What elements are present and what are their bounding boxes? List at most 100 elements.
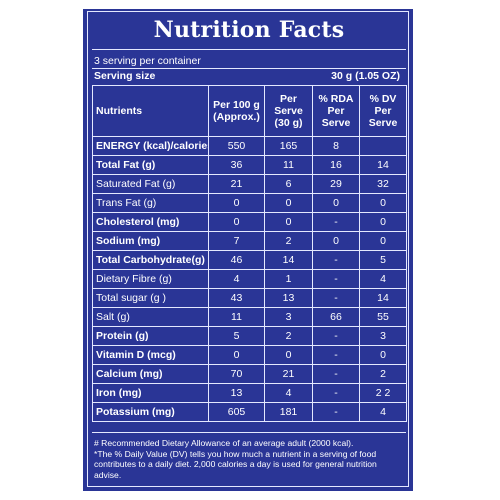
per-100g-value: 43 — [208, 288, 265, 308]
per-serve-value: 2 — [264, 326, 313, 346]
table-row: Vitamin D (mcg) 0 0-0 — [92, 345, 407, 365]
dv-value — [359, 136, 407, 156]
table-row: Protein (g) 5 2-3 — [92, 326, 407, 346]
rda-value: 0 — [312, 231, 360, 251]
dv-value: 5 — [359, 250, 407, 270]
table-row: Saturated Fat (g) 21 6 29 32 — [92, 174, 407, 194]
dv-value: 2 — [359, 364, 407, 384]
per-serve-value: 21 — [264, 364, 313, 384]
header-per-100g: Per 100 g (Approx.) — [208, 85, 265, 137]
header-per-serve: Per Serve (30 g) — [264, 85, 313, 137]
rda-value: 66 — [312, 307, 360, 327]
table-row: Total sugar (g ) 43 13-14 — [92, 288, 407, 308]
serving-size-label: Serving size — [94, 70, 156, 82]
per-100g-value: 0 — [208, 212, 265, 232]
dv-value: 4 — [359, 269, 407, 289]
per-serve-value: 181 — [264, 402, 313, 422]
serving-size-value: 30 g (1.05 OZ) — [331, 70, 400, 82]
nutrient-name: Trans Fat (g) — [92, 193, 209, 213]
nutrient-name: Total Fat (g) — [92, 155, 209, 175]
servings-divider — [92, 68, 406, 69]
nutrient-name: Total Carbohydrate(g) — [92, 250, 209, 270]
table-row: Trans Fat (g) 0 0 0 0 — [92, 193, 407, 213]
per-100g-value: 36 — [208, 155, 265, 175]
rda-value: 8 — [312, 136, 360, 156]
table-row: Sodium (mg) 7 2 0 0 — [92, 231, 407, 251]
per-serve-value: 13 — [264, 288, 313, 308]
table-row: Salt (g) 11 3 66 55 — [92, 307, 407, 327]
footnote-rda: # Recommended Dietary Allowance of an av… — [94, 438, 354, 448]
nutrition-facts-title: Nutrition Facts — [153, 17, 345, 43]
per-serve-value: 6 — [264, 174, 313, 194]
footnote-dv: *The % Daily Value (DV) tells you how mu… — [94, 448, 377, 480]
nutrients-table: Nutrients Per 100 g (Approx.) Per Serve … — [92, 85, 407, 422]
footnotes: # Recommended Dietary Allowance of an av… — [94, 438, 406, 480]
per-100g-value: 5 — [208, 326, 265, 346]
table-row: Potassium (mg) 605 181-4 — [92, 402, 407, 422]
nutrient-name: Protein (g) — [92, 326, 209, 346]
nutrient-name: Dietary Fibre (g) — [92, 269, 209, 289]
rda-value: - — [312, 402, 360, 422]
per-100g-value: 605 — [208, 402, 265, 422]
per-100g-value: 21 — [208, 174, 265, 194]
nutrient-name: Sodium (mg) — [92, 231, 209, 251]
nutrition-facts-panel: Nutrition Facts 3 serving per container … — [83, 9, 413, 491]
rda-value: - — [312, 250, 360, 270]
per-serve-value: 0 — [264, 345, 313, 365]
per-serve-value: 1 — [264, 269, 313, 289]
rda-value: 16 — [312, 155, 360, 175]
per-100g-value: 550 — [208, 136, 265, 156]
nutrient-name: Vitamin D (mcg) — [92, 345, 209, 365]
nutrient-name: ENERGY (kcal)/calories — [92, 136, 209, 156]
per-serve-value: 3 — [264, 307, 313, 327]
header-dv: % DV Per Serve — [359, 85, 407, 137]
per-serve-value: 2 — [264, 231, 313, 251]
dv-value: 0 — [359, 231, 407, 251]
nutrient-name: Salt (g) — [92, 307, 209, 327]
per-100g-value: 4 — [208, 269, 265, 289]
rda-value: - — [312, 269, 360, 289]
rda-value: - — [312, 383, 360, 403]
dv-value: 0 — [359, 212, 407, 232]
label-frame: Nutrition Facts 3 serving per container … — [87, 11, 409, 487]
rda-value: 0 — [312, 193, 360, 213]
per-100g-value: 46 — [208, 250, 265, 270]
per-serve-value: 0 — [264, 212, 313, 232]
title-divider — [92, 49, 406, 50]
per-serve-value: 14 — [264, 250, 313, 270]
table-header-row: Nutrients Per 100 g (Approx.) Per Serve … — [92, 85, 407, 137]
dv-value: 14 — [359, 288, 407, 308]
header-rda: % RDA Per Serve — [312, 85, 360, 137]
dv-value: 0 — [359, 193, 407, 213]
table-row: Total Fat (g) 36 11 16 14 — [92, 155, 407, 175]
footnote-divider — [92, 432, 406, 433]
nutrient-name: Calcium (mg) — [92, 364, 209, 384]
rda-value: 29 — [312, 174, 360, 194]
nutrient-name: Potassium (mg) — [92, 402, 209, 422]
dv-value: 55 — [359, 307, 407, 327]
rda-value: - — [312, 326, 360, 346]
per-100g-value: 0 — [208, 193, 265, 213]
dv-value: 32 — [359, 174, 407, 194]
header-nutrients: Nutrients — [92, 85, 209, 137]
nutrient-name: Iron (mg) — [92, 383, 209, 403]
nutrient-name: Total sugar (g ) — [92, 288, 209, 308]
nutrients-table-body: ENERGY (kcal)/calories 550 165 8 Total Fat (… — [92, 136, 407, 422]
per-100g-value: 0 — [208, 345, 265, 365]
per-100g-value: 7 — [208, 231, 265, 251]
dv-value: 0 — [359, 345, 407, 365]
per-serve-value: 4 — [264, 383, 313, 403]
dv-value: 4 — [359, 402, 407, 422]
nutrient-name: Saturated Fat (g) — [92, 174, 209, 194]
table-row: Total Carbohydrate(g) 46 14-5 — [92, 250, 407, 270]
dv-value: 3 — [359, 326, 407, 346]
table-row: Dietary Fibre (g) 4 1-4 — [92, 269, 407, 289]
nutrient-name: Cholesterol (mg) — [92, 212, 209, 232]
rda-value: - — [312, 345, 360, 365]
dv-value: 2 2 — [359, 383, 407, 403]
dv-value: 14 — [359, 155, 407, 175]
rda-value: - — [312, 288, 360, 308]
table-row: Cholesterol (mg) 0 0-0 — [92, 212, 407, 232]
table-row: ENERGY (kcal)/calories 550 165 8 — [92, 136, 407, 156]
rda-value: - — [312, 212, 360, 232]
